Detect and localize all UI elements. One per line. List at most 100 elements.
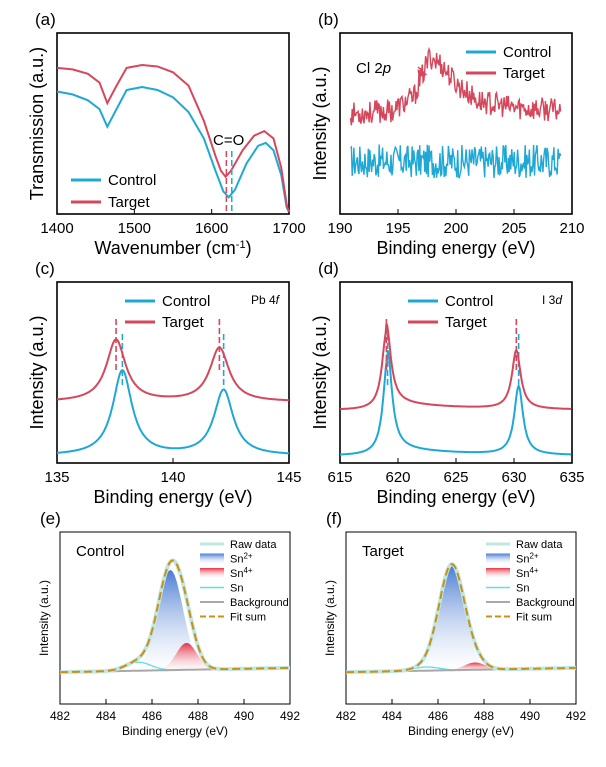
- co-annotation: C=O: [213, 132, 244, 149]
- orbital-annotation: I 3d: [542, 293, 562, 307]
- panel-label: (b): [318, 10, 339, 29]
- x-tick-label: 635: [559, 469, 584, 486]
- x-axis-label: Wavenumber (cm-1): [94, 238, 251, 258]
- legend-label: Control: [162, 293, 210, 310]
- x-tick-label: 190: [327, 220, 352, 237]
- y-axis-label: Intensity (a.u.): [323, 580, 337, 656]
- x-axis-label: Binding energy (eV): [376, 487, 535, 507]
- x-tick-label: 482: [50, 709, 70, 723]
- x-tick-label: 484: [382, 709, 402, 723]
- legend-label: Sn2+: [516, 551, 539, 566]
- x-axis-label: Binding energy (eV): [122, 724, 228, 738]
- legend-label: Background: [230, 597, 289, 609]
- panel-title: Control: [76, 543, 124, 560]
- annotation-arrow: [417, 66, 427, 76]
- x-tick-label: 486: [428, 709, 448, 723]
- panel-label: (e): [40, 509, 61, 528]
- x-tick-label: 486: [142, 709, 162, 723]
- legend-swatch: [200, 553, 224, 564]
- legend-label: Control: [445, 293, 493, 310]
- cl-annotation: Cl 2p: [356, 60, 391, 77]
- y-axis-label: Transmission (a.u.): [27, 47, 47, 200]
- x-tick-label: 1400: [40, 220, 73, 237]
- panel-a: (a) 1400 1500 1600 1700 Wavenumber (cm-1) Tran…: [27, 10, 306, 258]
- x-tick-label: 488: [474, 709, 494, 723]
- series-line-target: [56, 338, 289, 402]
- x-tick-label: 615: [327, 469, 352, 486]
- legend-label: Sn: [230, 583, 243, 595]
- x-axis-label: Binding energy (eV): [376, 238, 535, 258]
- panel-label: (f): [326, 509, 342, 528]
- legend-swatch: [200, 568, 224, 578]
- sn4-area: [60, 643, 290, 673]
- y-axis-label: Intensity (a.u.): [27, 315, 47, 429]
- x-axis-label: Binding energy (eV): [408, 724, 514, 738]
- x-tick-label: 140: [160, 469, 185, 486]
- legend-label: Target: [445, 314, 488, 331]
- series-line-control: [57, 369, 289, 455]
- legend-label: Fit sum: [516, 612, 552, 624]
- panel-label: (a): [35, 10, 56, 29]
- x-tick-label: 482: [336, 709, 356, 723]
- x-tick-label: 490: [234, 709, 254, 723]
- y-axis-label: Intensity (a.u.): [37, 580, 51, 656]
- x-tick-label: 492: [280, 709, 300, 723]
- annotation-arrowhead: [417, 69, 427, 77]
- x-tick-label: 1600: [195, 220, 228, 237]
- legend-swatch: [486, 568, 510, 578]
- series-line-target: [56, 63, 290, 213]
- x-tick-label: 630: [501, 469, 526, 486]
- x-tick-label: 492: [566, 709, 586, 723]
- x-tick-label: 488: [188, 709, 208, 723]
- series-line-control: [56, 85, 290, 213]
- x-tick-label: 484: [96, 709, 116, 723]
- legend-label: Target: [162, 314, 205, 331]
- y-axis-label: Intensity (a.u.): [310, 315, 330, 429]
- legend-label: Fit sum: [230, 612, 266, 624]
- x-tick-label: 1700: [272, 220, 305, 237]
- legend-label: Sn4+: [230, 566, 253, 581]
- sn4-area: [346, 662, 576, 673]
- sn2-area: [60, 570, 290, 673]
- series-line-target: [349, 46, 562, 126]
- panel-d: (d) 615 620 625 630 635 Binding energy (eV) Int…: [310, 259, 585, 507]
- y-axis-label: Intensity (a.u.): [310, 66, 330, 180]
- fit-sum-line: [346, 563, 576, 674]
- panel-title: Target: [362, 543, 405, 560]
- x-tick-label: 200: [443, 220, 468, 237]
- x-tick-label: 135: [44, 469, 69, 486]
- series-line-control: [349, 144, 562, 179]
- x-tick-label: 625: [443, 469, 468, 486]
- orbital-annotation: Pb 4f: [251, 293, 281, 307]
- x-tick-label: 620: [385, 469, 410, 486]
- panel-label: (d): [318, 259, 339, 278]
- panel-e: (e) 482 484 486 488 490 492 Binding energy (eV)…: [37, 509, 300, 738]
- sn2-area: [346, 565, 576, 673]
- legend-swatch: [486, 553, 510, 564]
- series-line-target: [339, 323, 572, 411]
- legend-label: Sn4+: [516, 566, 539, 581]
- fit-sum-line: [60, 559, 290, 674]
- x-tick-label: 145: [276, 469, 301, 486]
- legend-label: Sn: [516, 583, 529, 595]
- x-tick-label: 210: [559, 220, 584, 237]
- panel-label: (c): [35, 259, 55, 278]
- legend-label: Raw data: [230, 539, 277, 551]
- panel-b: (b) 190 195 200 205 210 Binding energy (eV) Int…: [310, 10, 585, 258]
- legend-label: Control: [503, 44, 551, 61]
- legend-label: Sn2+: [230, 551, 253, 566]
- panel-f: (f) 482 484 486 488 490 492 Binding energy (eV)…: [323, 509, 586, 738]
- x-tick-label: 490: [520, 709, 540, 723]
- legend-label: Background: [516, 597, 575, 609]
- x-tick-label: 205: [501, 220, 526, 237]
- legend-label: Control: [108, 172, 156, 189]
- series-line-control: [340, 350, 572, 456]
- legend-label: Target: [503, 65, 546, 82]
- panel-frame: [345, 531, 577, 705]
- x-tick-label: 1500: [118, 220, 151, 237]
- panel-frame: [56, 32, 290, 215]
- legend-label: Raw data: [516, 539, 563, 551]
- x-axis-label: Binding energy (eV): [93, 487, 252, 507]
- panel-c: (c) 135 140 145 Binding energy (eV) Intensity…: [27, 259, 302, 507]
